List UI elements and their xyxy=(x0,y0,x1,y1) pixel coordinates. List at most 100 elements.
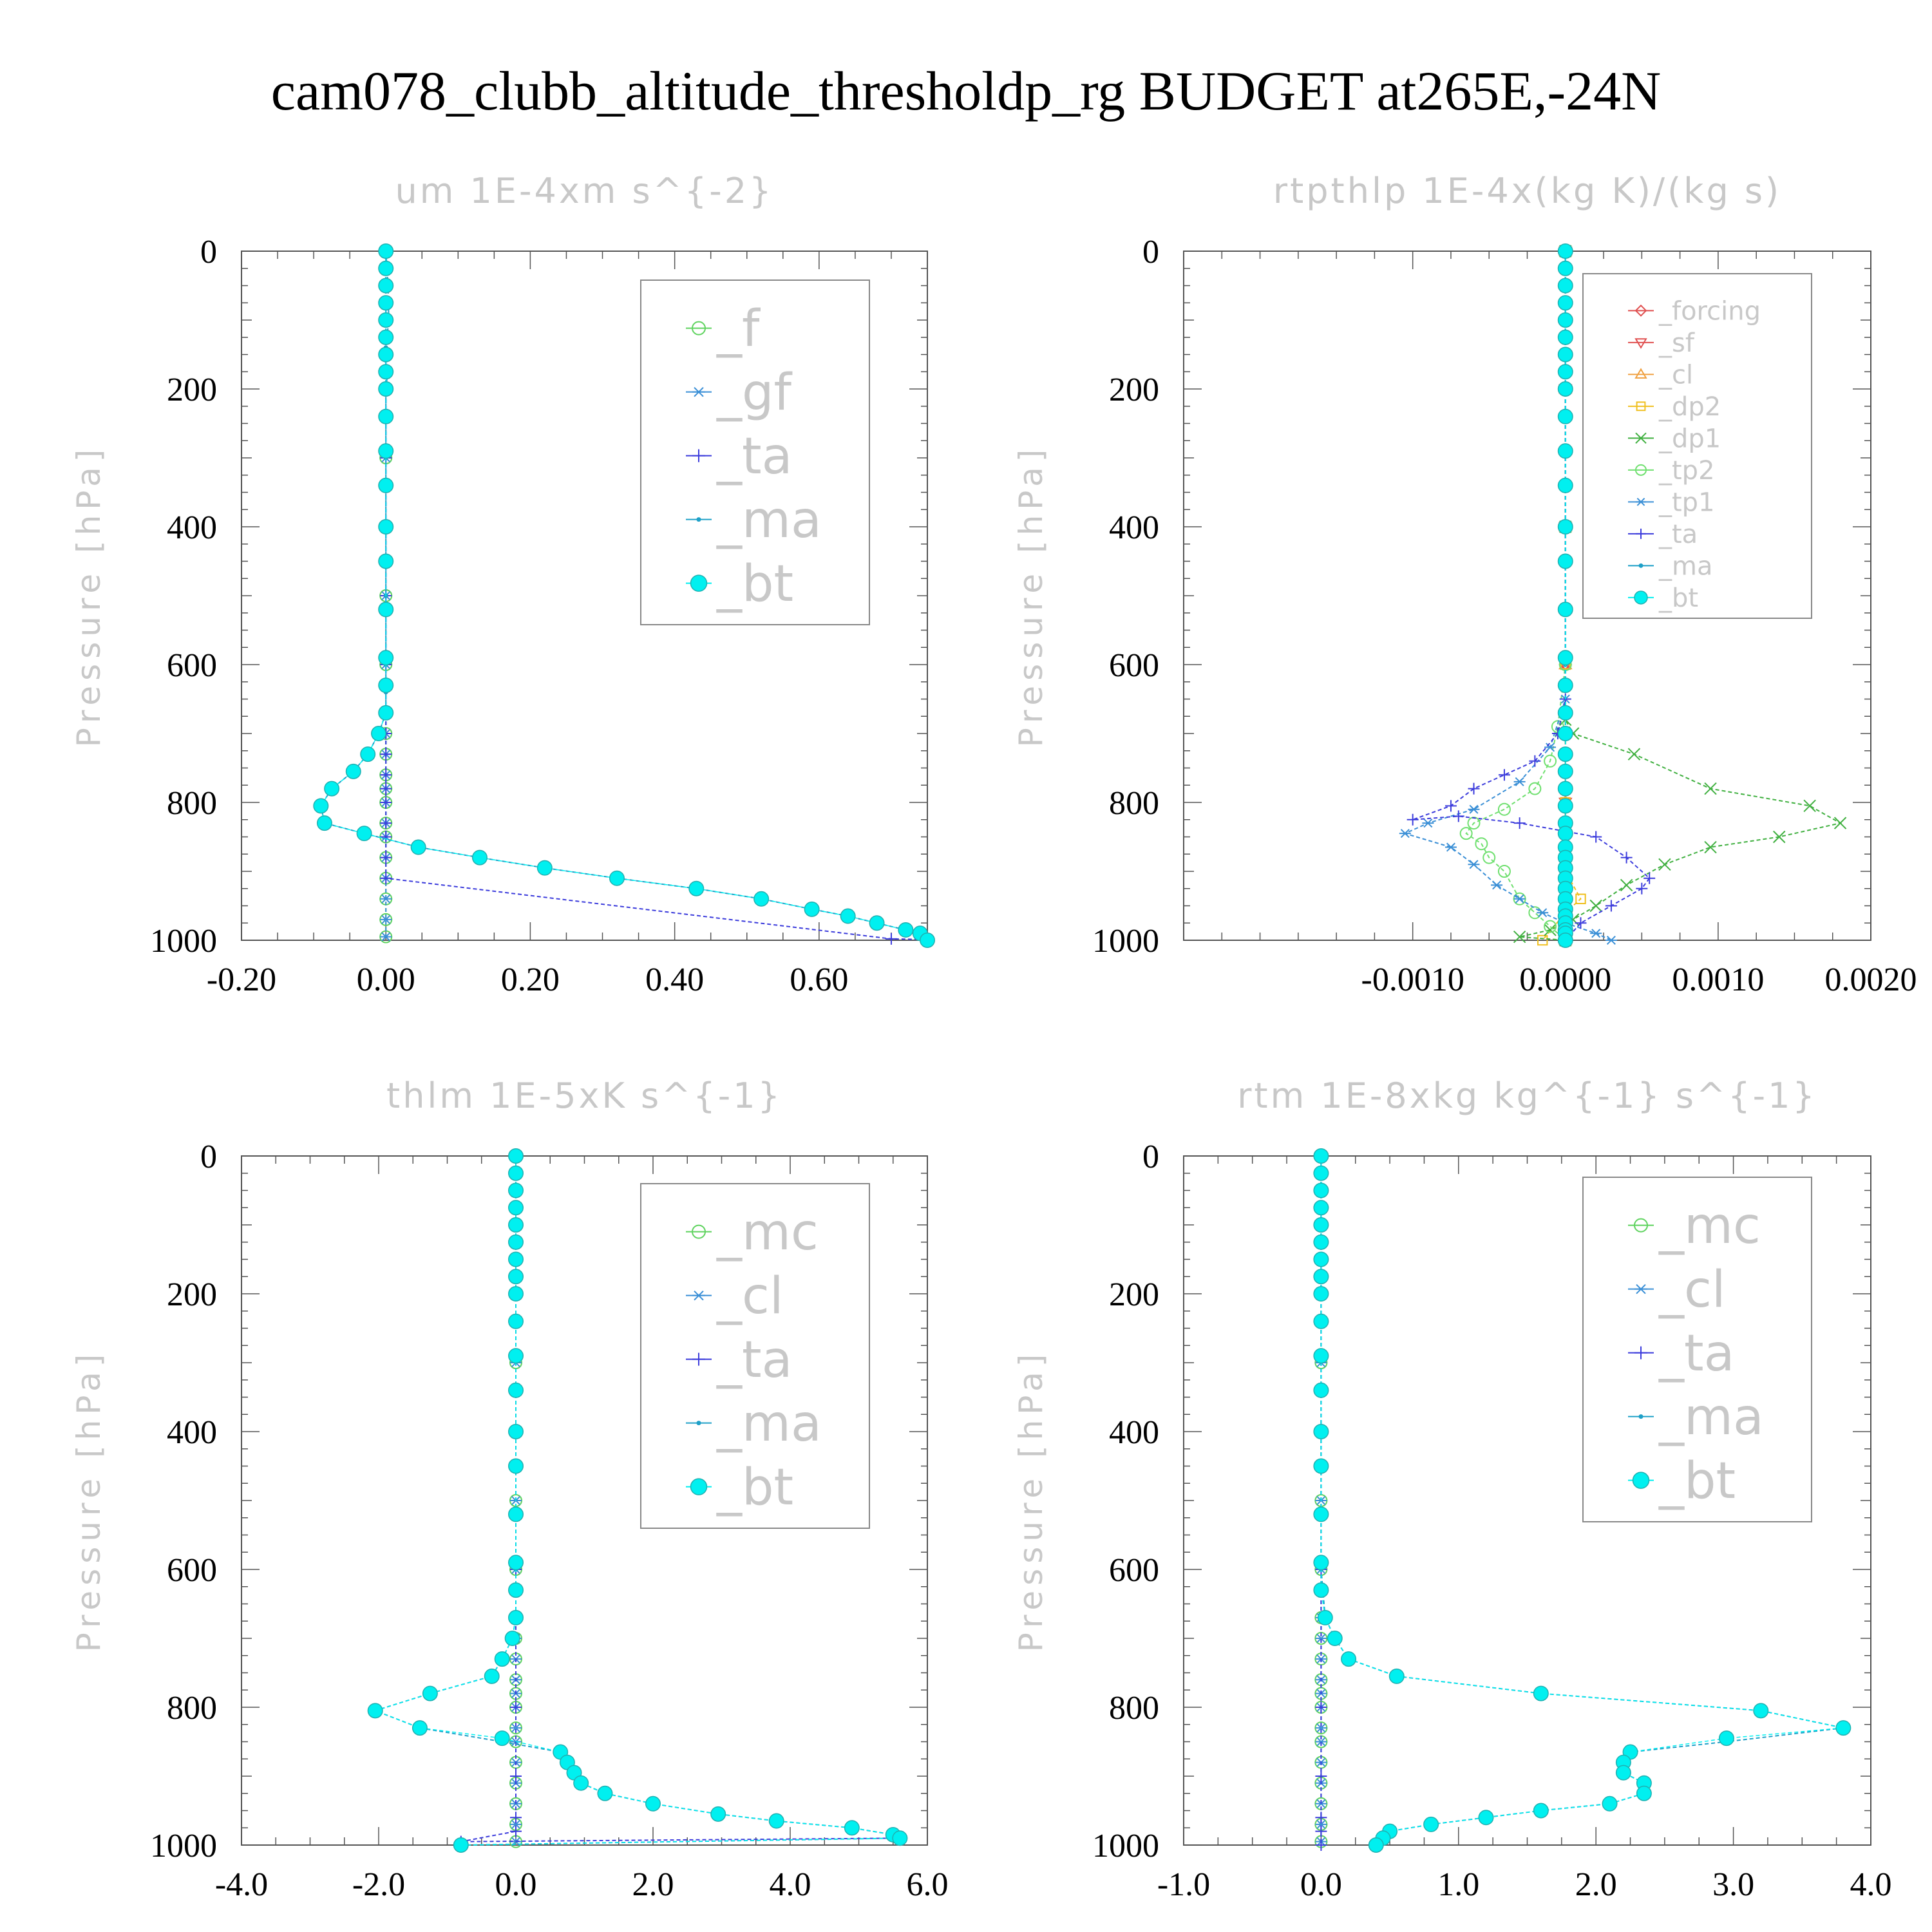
y-tick-label: 400 xyxy=(167,1414,217,1451)
data-point-bt xyxy=(378,295,394,311)
legend-marker-ta xyxy=(1634,1346,1647,1359)
legend-marker-f xyxy=(692,321,706,336)
data-point-bt xyxy=(1753,1703,1769,1719)
data-point-bt xyxy=(1341,1651,1357,1667)
data-point-bt xyxy=(1557,705,1573,721)
data-point-ta xyxy=(510,1701,522,1713)
legend-marker-sf xyxy=(1634,338,1647,349)
data-point-bt xyxy=(1557,443,1573,459)
data-point-bt xyxy=(410,839,426,855)
data-point-bt xyxy=(453,1837,469,1853)
data-point-bt xyxy=(1313,1582,1329,1598)
y-tick-label: 1000 xyxy=(1092,923,1159,960)
data-point-bt xyxy=(378,381,394,397)
data-point-bt xyxy=(1557,746,1573,762)
data-point-bt xyxy=(609,870,625,886)
data-point-bt xyxy=(313,798,329,814)
data-point-bt xyxy=(1313,1348,1329,1364)
data-point-bt xyxy=(508,1609,524,1625)
data-point-bt xyxy=(1557,278,1573,294)
data-point-bt xyxy=(1423,1816,1439,1832)
y-tick-label: 1000 xyxy=(150,923,217,960)
x-tick-label: 3.0 xyxy=(1712,1866,1754,1903)
data-point-dp1 xyxy=(1803,799,1816,813)
data-point-bt xyxy=(1557,601,1573,618)
legend-marker-tp1 xyxy=(1636,498,1646,506)
data-point-bt xyxy=(536,860,553,876)
legend-label: _tp2 xyxy=(1658,456,1715,486)
data-point-bt xyxy=(378,677,394,694)
data-point-bt xyxy=(1557,477,1573,493)
data-point-bt xyxy=(1327,1631,1343,1646)
data-point-bt xyxy=(378,346,394,363)
data-point-bt xyxy=(508,1458,524,1474)
legend-marker-cl xyxy=(1634,368,1647,379)
data-point-cl xyxy=(1315,1819,1327,1829)
data-point-ta xyxy=(1406,813,1419,826)
data-point-dp1 xyxy=(1627,748,1641,761)
data-point-bt xyxy=(360,746,376,762)
data-point-ta xyxy=(380,769,392,781)
panel-title: rtpthlp 1E-4x(kg K)/(kg s) xyxy=(1273,171,1781,211)
data-point-bt xyxy=(1317,1609,1333,1625)
legend-label: _ma xyxy=(716,1395,822,1453)
data-point-ta xyxy=(1315,1770,1327,1782)
data-point-tp2 xyxy=(1475,837,1488,851)
data-point-ta xyxy=(380,817,392,829)
data-point-bt xyxy=(508,1313,524,1329)
data-point-bt xyxy=(920,933,935,948)
panel-rtm: rtm 1E-8xkg kg^{-1} s^{-1} Pressure [hPa]… xyxy=(1012,1075,1892,1903)
data-point-bt xyxy=(1557,260,1573,276)
legend-marker-forcing xyxy=(1634,304,1647,317)
legend-marker-dp2 xyxy=(1636,401,1646,412)
data-point-dp1 xyxy=(1773,830,1786,844)
data-point-tp1 xyxy=(1513,894,1526,904)
data-point-bt xyxy=(494,1730,510,1747)
data-point-ta xyxy=(380,748,392,761)
data-point-bt xyxy=(1533,1803,1549,1819)
y-tick-label: 200 xyxy=(1109,372,1159,408)
data-point-bt xyxy=(1557,826,1573,842)
data-point-bt xyxy=(1602,1795,1618,1812)
x-tick-label: -1.0 xyxy=(1157,1866,1210,1903)
y-tick-label: 800 xyxy=(167,785,217,822)
data-point-bt xyxy=(508,1269,524,1285)
y-axis-label: Pressure [hPa] xyxy=(1012,1349,1050,1653)
x-tick-label: 0.0000 xyxy=(1519,961,1611,998)
data-point-tp1 xyxy=(1468,804,1480,814)
figure-title: cam078_clubb_altitude_thresholdp_rg BUDG… xyxy=(271,60,1661,122)
data-point-bt xyxy=(1557,381,1573,397)
data-point-bt xyxy=(378,601,394,618)
series-line-tp1 xyxy=(1403,251,1612,941)
data-point-tp1 xyxy=(1590,929,1602,938)
legend-marker-dp1 xyxy=(1635,432,1647,444)
data-point-tp2 xyxy=(1544,920,1557,933)
series-group xyxy=(313,243,935,948)
data-point-cl xyxy=(1315,1737,1327,1747)
data-point-ta xyxy=(1529,755,1541,767)
legend-marker-cl xyxy=(692,1290,705,1301)
data-point-dp2 xyxy=(1537,934,1548,946)
series-line-tp2 xyxy=(1465,251,1566,941)
data-point-gf xyxy=(380,932,392,942)
legend-label: _gf xyxy=(716,364,793,422)
data-point-tp2 xyxy=(1528,782,1542,795)
data-point-bt xyxy=(1478,1810,1494,1826)
y-tick-label: 0 xyxy=(1142,234,1159,270)
legend-label: _dp2 xyxy=(1658,392,1721,422)
data-point-bt xyxy=(494,1651,510,1667)
data-point-bt xyxy=(508,1165,524,1181)
data-point-bt xyxy=(1313,1165,1329,1181)
panel-title: thlm 1E-5xK s^{-1} xyxy=(386,1075,782,1116)
y-axis-label: Pressure [hPa] xyxy=(70,444,108,748)
data-point-bt xyxy=(508,1286,524,1302)
data-point-bt xyxy=(1313,1313,1329,1329)
data-point-cl xyxy=(1315,1723,1327,1733)
legend-label: _ma xyxy=(716,491,822,549)
data-point-bt xyxy=(753,891,770,907)
data-point-tp1 xyxy=(1605,935,1617,945)
data-point-tp2 xyxy=(1544,754,1557,768)
data-point-bt xyxy=(869,915,885,931)
data-point-bt xyxy=(378,278,394,294)
